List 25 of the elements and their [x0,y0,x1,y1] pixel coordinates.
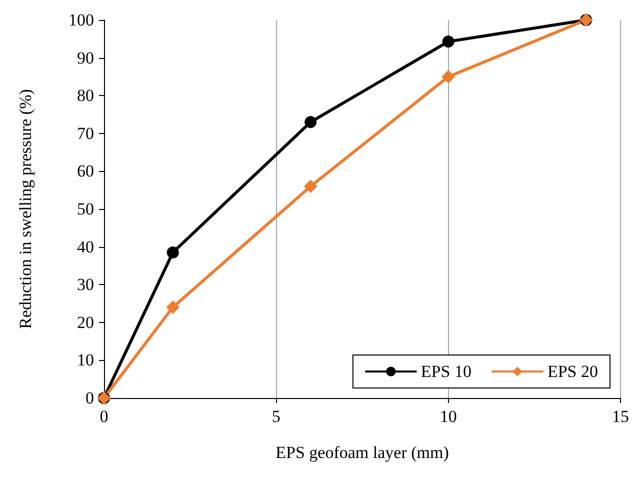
point [166,246,179,258]
x-tick-label: 15 [612,407,629,426]
y-tick-label: 80 [77,86,94,106]
y-tick-label: 60 [77,162,94,181]
x-tick-label: 0 [100,407,108,426]
x-axis-title: EPS geofoam layer (mm) [276,443,449,462]
point [304,116,317,128]
y-tick-label: 40 [77,237,94,256]
point [442,36,454,48]
y-tick-label: 50 [77,200,94,218]
y-tick-label: 70 [77,124,94,143]
y-tick-label: 90 [77,48,94,68]
legend-label: EPS 10 [420,362,472,381]
y-tick-label: 20 [77,312,94,332]
y-axis-title: Reduction in swelling pressure (%) [16,89,35,329]
point [166,300,180,314]
y-tick-label: 100 [68,10,94,30]
x-tick-label: 5 [272,407,280,426]
point [304,180,318,193]
point [442,70,455,84]
x-tick-label: 10 [440,407,457,426]
y-tick-label: 10 [77,350,94,370]
legend-label: EPS 20 [547,362,598,381]
y-tick-label: 30 [77,275,94,294]
y-tick-label: 0 [86,388,94,408]
